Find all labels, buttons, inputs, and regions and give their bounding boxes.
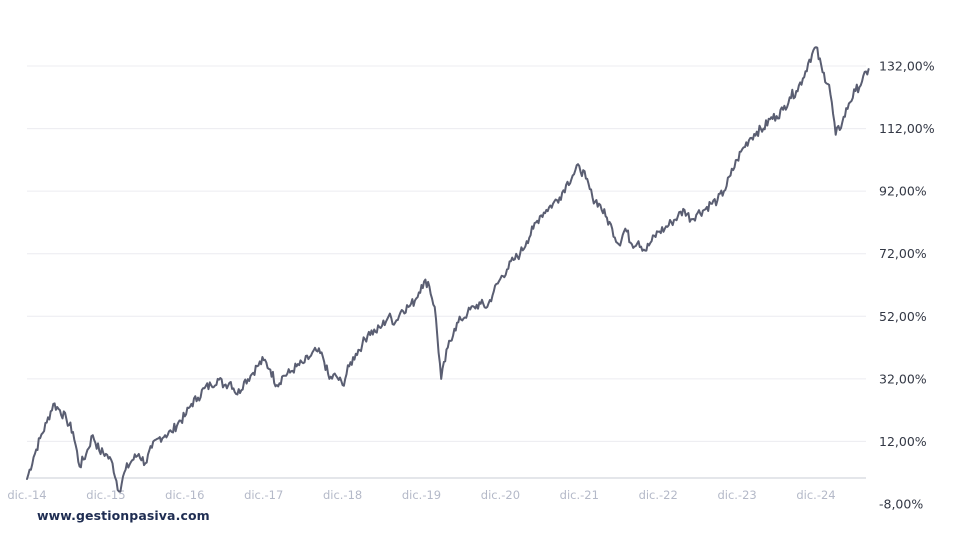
x-tick-label: dic.-18 — [323, 488, 362, 502]
x-tick-label: dic.-19 — [402, 488, 441, 502]
x-tick-label: dic.-22 — [639, 488, 678, 502]
x-tick-label: dic.-24 — [796, 488, 835, 502]
y-tick-label: 52,00% — [879, 309, 927, 324]
series-layer — [26, 46, 870, 493]
y-axis-tick-labels: 132,00% 112,00% 92,00% 72,00% 52,00% 32,00% 12… — [879, 59, 935, 512]
x-tick-label: dic.-23 — [717, 488, 756, 502]
y-tick-label: 32,00% — [879, 371, 927, 386]
x-axis-tick-labels: dic.-14 dic.-15 dic.-16 dic.-17 dic.-18 dic.-… — [7, 488, 835, 502]
y-tick-label: 72,00% — [879, 246, 927, 261]
x-tick-label: dic.-21 — [560, 488, 599, 502]
x-tick-label: dic.-17 — [244, 488, 283, 502]
x-tick-label: dic.-15 — [86, 488, 125, 502]
watermark-text: www.gestionpasiva.com — [37, 508, 210, 523]
y-tick-label: 12,00% — [879, 434, 927, 449]
series-line — [26, 46, 870, 493]
y-tick-label: 132,00% — [879, 59, 935, 74]
y-tick-label: 92,00% — [879, 184, 927, 199]
y-tick-label: -8,00% — [879, 497, 923, 512]
x-tick-label: dic.-16 — [165, 488, 204, 502]
x-tick-label: dic.-20 — [481, 488, 520, 502]
y-tick-label: 112,00% — [879, 121, 935, 136]
x-tick-label: dic.-14 — [7, 488, 46, 502]
gridlines — [27, 65, 866, 442]
